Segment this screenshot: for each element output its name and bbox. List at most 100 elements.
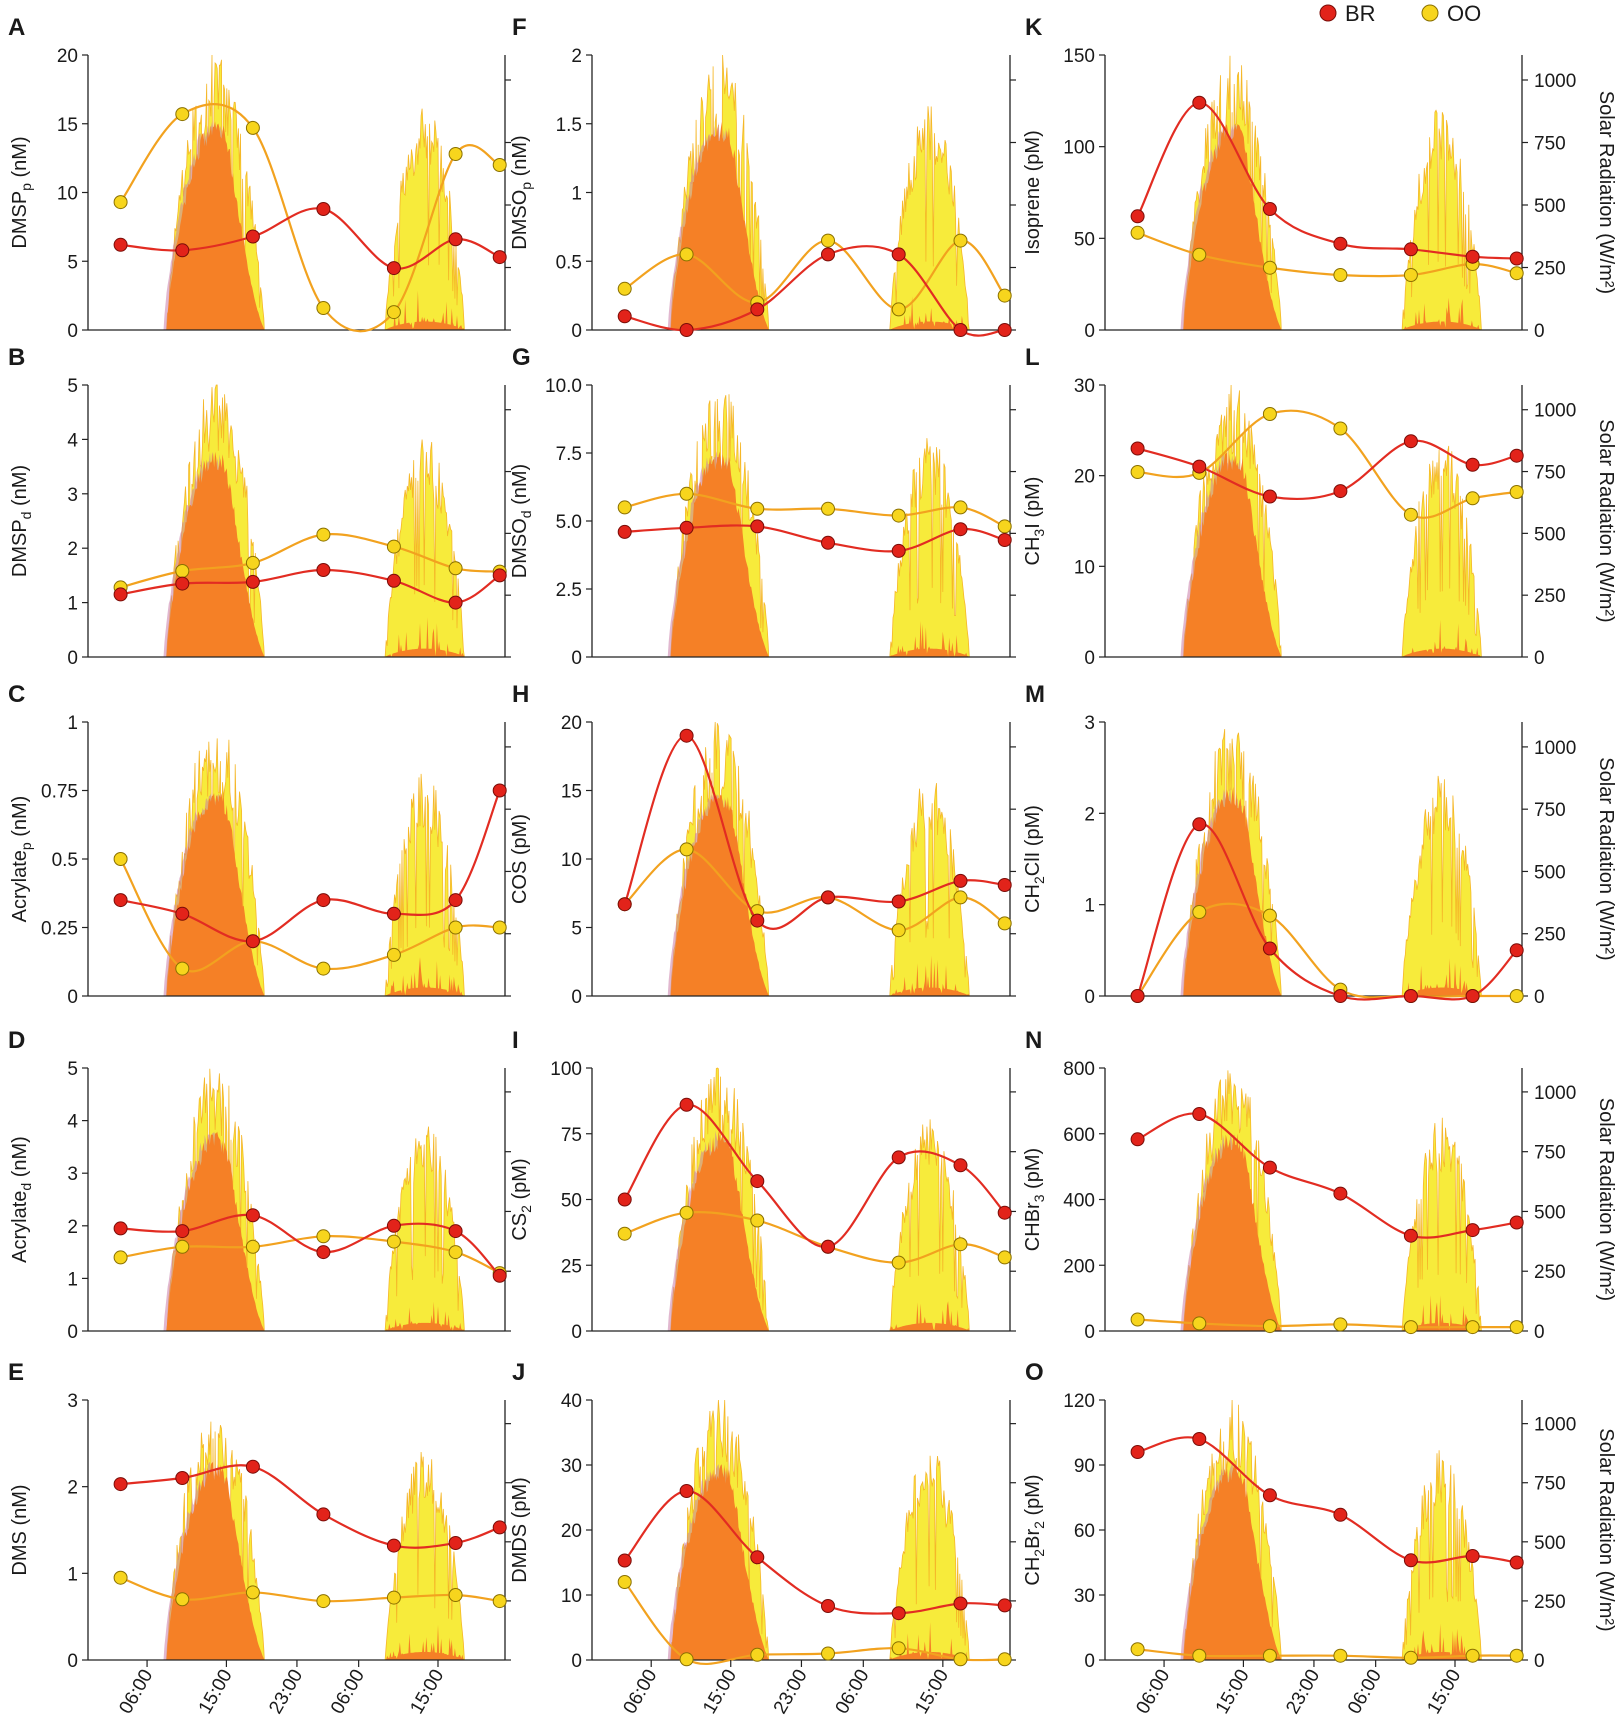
x-axes-layer: 06:00 15:00 23:00 06:00 15:00 06:00 15:00 23:00… [115,1660,1465,1716]
x-tick-label: 06:00 [1132,1666,1174,1716]
y-tick-label: 5.0 [556,512,582,533]
legend-label-oo: OO [1447,1,1481,26]
x-tick-label: 15:00 [1212,1666,1254,1716]
data-point-OO [1333,1648,1348,1663]
y-tick-label: 30 [1074,1586,1095,1607]
panel-N: 0 200 400 600 800 0 250 500 750 1000 Solar Radiati… [1022,1027,1617,1343]
y-tick-label: 0.5 [556,252,582,273]
data-point-BR [1403,434,1418,449]
solar-area-day2-orange [889,296,970,330]
data-point-BR [953,522,968,537]
y-tick-label: 2 [67,1478,78,1499]
y-tick-label: 40 [561,1391,582,1412]
data-point-OO [175,107,190,122]
y-tick-label: 4 [67,430,78,451]
data-point-BR [617,897,632,912]
y-tick-label: 20 [1074,467,1095,488]
y-tick-label: 30 [1074,376,1095,397]
data-point-OO [175,564,190,578]
y-tick-label: 10 [1074,557,1095,578]
y-tick-label: 3 [67,1164,78,1185]
data-point-BR [891,1150,906,1165]
panel-I: 0 25 50 75 100 CS2 (pM) I [509,1027,1016,1343]
data-point-BR [891,1606,906,1621]
right-axis-label: Solar Radiation (W/m²) [1595,91,1617,294]
data-point-OO [113,1250,128,1265]
data-point-BR [821,247,835,262]
y-tick-label: 30 [561,1456,582,1477]
solar-radiation-areas [1180,1399,1482,1661]
y-tick-label: 10 [57,184,78,205]
series-BR [1130,95,1524,266]
data-point-BR [386,906,401,921]
right-tick-label: 250 [1534,925,1566,946]
solar-radiation-areas [1180,729,1482,997]
data-point-BR [492,1520,507,1535]
solar-area-day2-yellow [889,1455,970,1661]
solar-area-day2-yellow [1401,445,1482,658]
y-tick-label: 3 [1084,713,1095,734]
data-point-OO [113,1570,128,1585]
series-OO [1130,1312,1524,1335]
data-point-BR [1333,1507,1348,1522]
solar-area-day2-yellow [384,773,465,997]
y-tick-label: 0 [67,1651,78,1672]
series-BR [617,245,1012,337]
solar-area-day2-yellow [889,438,970,658]
series-line-BR [623,734,1005,930]
y-tick-label: 0 [1084,987,1095,1008]
data-point-OO [1509,989,1524,1003]
data-point-BR [448,232,463,247]
y-tick-label: 10.0 [545,376,582,397]
data-point-OO [1192,1648,1207,1663]
x-tick-label: 06:00 [832,1666,874,1716]
data-point-OO [448,920,463,935]
solar-area-day2-yellow [384,1451,465,1661]
data-point-BR [448,1536,463,1550]
data-point-OO [1130,465,1145,479]
data-point-OO [316,961,331,976]
data-point-BR [492,1268,507,1283]
y-tick-label: 4 [67,1112,78,1133]
right-tick-label: 750 [1534,134,1566,155]
data-point-OO [386,305,401,320]
data-point-BR [821,890,835,905]
y-tick-label: 0 [571,321,582,342]
data-point-BR [1403,242,1418,257]
right-tick-label: 0 [1534,1651,1545,1672]
solar-area-day1-orange [670,1464,769,1660]
y-tick-label: 75 [561,1125,582,1146]
solar-area-day2-yellow [1401,1117,1482,1332]
right-axis-label: Solar Radiation (W/m²) [1595,757,1617,960]
data-point-OO [891,923,906,938]
panel-D: 0 1 2 3 4 5 Acrylated (nM) D [8,1027,511,1343]
solar-area-day1-orange [670,794,769,996]
data-point-BR [997,323,1012,337]
right-tick-label: 0 [1534,648,1545,669]
solar-radiation-areas [163,1068,465,1332]
panel-letter: E [8,1359,24,1386]
panel-B: 0 1 2 3 4 5 DMSPd (nM) B [8,344,511,669]
data-point-OO [113,195,128,210]
data-point-OO [1130,1642,1145,1657]
data-point-OO [448,147,463,161]
data-point-BR [1333,989,1348,1003]
x-tick-label: 23:00 [770,1666,812,1716]
y-tick-label: 0 [1084,648,1095,669]
data-point-OO [316,301,331,315]
data-point-BR [953,873,968,888]
panel-letter: M [1025,681,1045,708]
data-point-BR [1333,236,1348,251]
x-tick-label: 06:00 [327,1666,369,1716]
y-axis-label: Acrylatep (nM) [9,796,34,923]
y-tick-label: 2 [67,1217,78,1238]
data-point-BR [245,1208,260,1223]
y-axis-label: DMSPd (nM) [9,465,34,577]
data-point-BR [316,202,331,216]
y-tick-label: 90 [1074,1456,1095,1477]
solar-area-day1-orange [166,1461,265,1660]
y-tick-label: 0 [67,987,78,1008]
series-BR [113,563,507,610]
y-tick-label: 60 [1074,1521,1095,1542]
